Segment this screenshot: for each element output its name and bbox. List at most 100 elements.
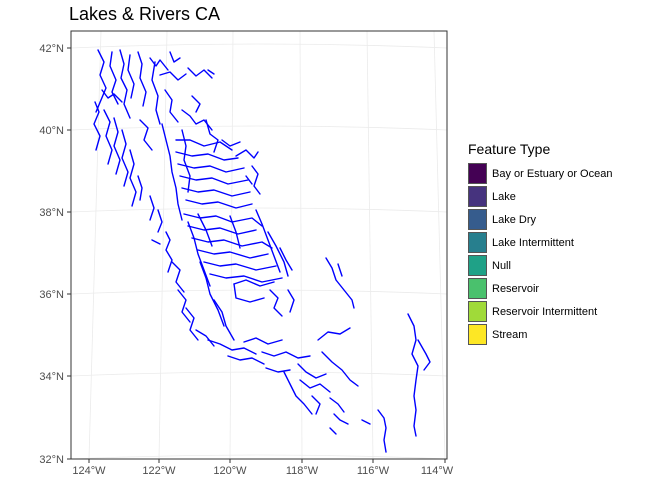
- river-line: [161, 123, 183, 221]
- river-line: [137, 175, 143, 201]
- panel-border: [70, 30, 448, 460]
- legend-item: Reservoir: [468, 277, 612, 300]
- river-line: [417, 339, 431, 371]
- river-line: [233, 283, 265, 303]
- river-line: [329, 427, 337, 435]
- river-line: [209, 273, 283, 283]
- river-line: [199, 261, 225, 327]
- legend-swatch: [468, 278, 487, 299]
- river-line: [407, 313, 419, 437]
- legend-swatch: [468, 163, 487, 184]
- river-line: [127, 54, 135, 99]
- river-line: [197, 249, 269, 259]
- axis-ticks: [67, 47, 446, 463]
- river-line: [329, 397, 345, 413]
- river-line: [177, 289, 191, 323]
- river-line: [337, 263, 343, 277]
- y-tick-label: 32°N: [39, 454, 64, 466]
- river-line: [195, 329, 215, 347]
- river-line: [179, 175, 249, 185]
- legend-label: Reservoir: [492, 282, 540, 295]
- river-line: [183, 213, 263, 227]
- river-line: [325, 257, 355, 309]
- river-line: [95, 49, 107, 113]
- river-line: [177, 163, 245, 173]
- river-line: [299, 379, 331, 393]
- y-tick-label: 42°N: [39, 43, 64, 55]
- river-line: [267, 231, 289, 277]
- map-title: Lakes & Rivers CA: [69, 4, 221, 24]
- x-tick-label: 122°W: [142, 465, 176, 477]
- river-line: [164, 89, 179, 123]
- river-line: [245, 175, 253, 185]
- legend-swatch: [468, 209, 487, 230]
- river-line: [203, 261, 277, 271]
- river-line: [361, 419, 371, 425]
- river-line: [207, 69, 215, 75]
- river-line: [101, 89, 123, 103]
- river-line: [269, 289, 283, 317]
- legend-label: Lake: [492, 190, 516, 203]
- y-axis-labels: 32°N 34°N 36°N 38°N 40°N 42°N: [39, 43, 64, 466]
- river-line: [185, 199, 253, 209]
- river-line: [103, 109, 113, 165]
- legend-item: Reservoir Intermittent: [468, 300, 612, 323]
- panel-background: [71, 31, 447, 459]
- x-tick-label: 118°W: [286, 465, 319, 477]
- legend-item: Lake Intermittent: [468, 231, 612, 254]
- legend-label: Lake Dry: [492, 213, 537, 226]
- y-tick-label: 36°N: [39, 289, 64, 301]
- river-line: [333, 413, 349, 425]
- river-line: [279, 247, 293, 271]
- river-line: [129, 149, 137, 207]
- legend-swatch: [468, 232, 487, 253]
- x-tick-label: 124°W: [72, 465, 106, 477]
- y-tick-label: 40°N: [39, 125, 64, 137]
- river-line: [151, 61, 161, 125]
- river-line: [139, 119, 153, 151]
- river-line: [243, 337, 283, 345]
- river-line: [185, 307, 199, 341]
- legend-item: Lake Dry: [468, 208, 612, 231]
- river-line: [283, 371, 313, 415]
- river-line: [229, 215, 241, 249]
- legend-item: Stream: [468, 323, 612, 346]
- legend-label: Null: [492, 259, 511, 272]
- legend-label: Bay or Estuary or Ocean: [492, 167, 613, 180]
- river-line: [191, 237, 273, 249]
- river-line: [221, 139, 241, 147]
- river-line: [213, 299, 235, 341]
- river-line: [151, 239, 161, 245]
- x-axis-labels: 124°W 122°W 120°W 118°W 116°W 114°W: [72, 465, 453, 477]
- river-line: [207, 339, 257, 355]
- legend-items: Bay or Estuary or Ocean Lake Lake Dry Lake …: [468, 162, 612, 346]
- river-line: [149, 57, 169, 71]
- legend-swatch: [468, 255, 487, 276]
- river-line: [377, 409, 387, 453]
- legend-swatch: [468, 186, 487, 207]
- legend-item: Lake: [468, 185, 612, 208]
- river-line: [205, 119, 219, 153]
- river-line: [175, 139, 233, 151]
- river-network: [93, 49, 431, 453]
- legend-label: Reservoir Intermittent: [492, 305, 598, 318]
- x-tick-label: 120°W: [213, 465, 247, 477]
- river-line: [297, 363, 327, 379]
- graticule: [70, 30, 448, 460]
- river-line: [159, 71, 187, 81]
- river-line: [175, 151, 239, 161]
- river-line: [121, 129, 129, 187]
- river-line: [137, 51, 147, 107]
- legend-label: Lake Intermittent: [492, 236, 574, 249]
- river-line: [157, 209, 163, 233]
- x-tick-label: 116°W: [357, 465, 390, 477]
- river-line: [187, 225, 257, 235]
- river-line: [261, 351, 311, 359]
- legend-swatch: [468, 324, 487, 345]
- river-line: [287, 289, 295, 313]
- river-line: [181, 187, 251, 197]
- river-line: [255, 209, 281, 273]
- river-line: [191, 95, 201, 113]
- river-line: [317, 327, 351, 341]
